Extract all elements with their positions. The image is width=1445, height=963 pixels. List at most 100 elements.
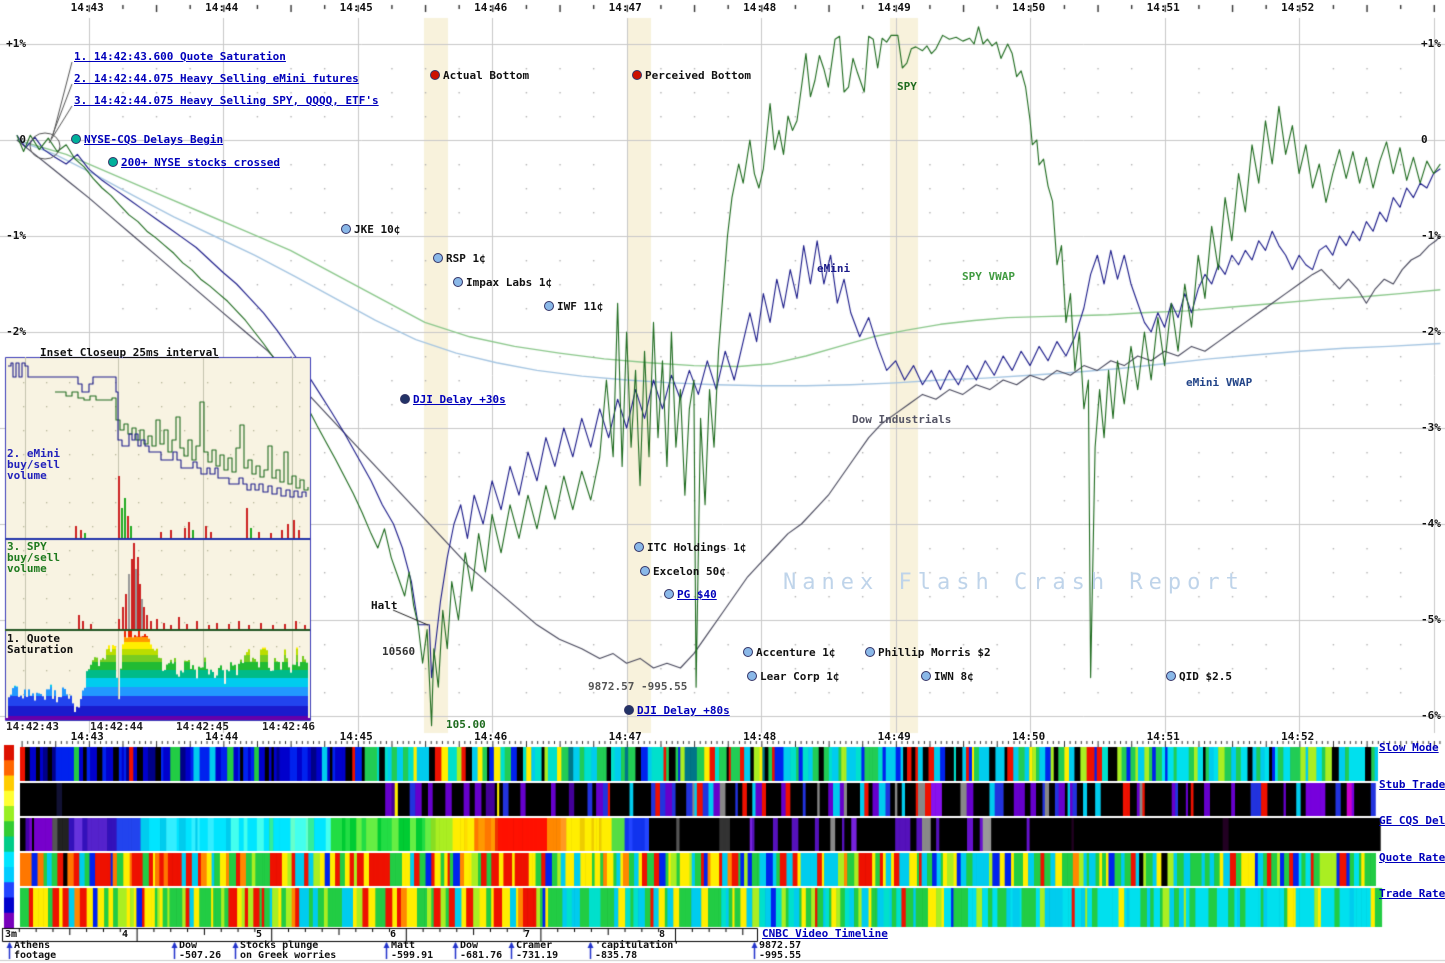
time-axis-label-top-text: 14:50 [1012, 1, 1046, 14]
time-axis-label-top-text: 14:45 [339, 1, 373, 14]
marker-dot-icon [743, 647, 753, 657]
marker-dot-icon [341, 224, 351, 234]
marker-nyse-cqs-delays[interactable]: NYSE-CQS Delays Begin [71, 134, 223, 145]
marker-perceived-bottom: Perceived Bottom [632, 70, 751, 81]
marker-impax-labs-text: Impax Labs 1¢ [466, 276, 553, 289]
callout-quote-saturation-text: 1. 14:42:43.600 Quote Saturation [74, 50, 286, 63]
label-dow-low: 9872.57 -995.55 [588, 681, 687, 692]
video-event-line1: Dow [179, 940, 198, 951]
marker-dot-icon [664, 589, 674, 599]
series-label-emini-vwap-text: eMini VWAP [1186, 376, 1253, 389]
video-event: Dow -507.26 [179, 941, 221, 960]
video-ruler-label: 6 [390, 929, 396, 940]
marker-nyse-stocks-crossed[interactable]: 200+ NYSE stocks crossed [108, 157, 280, 168]
percent-axis-label-left: -1% [2, 230, 26, 241]
time-axis-label-top: 14:46 [474, 2, 507, 13]
marker-qid: QID $2.5 [1166, 671, 1232, 682]
time-axis-label-bottom: 14:50 [1012, 731, 1045, 742]
time-axis-label-bottom-text: 14:43 [70, 730, 104, 743]
video-event-line2: on Greek worries [240, 949, 337, 961]
callout-heavy-selling-emini-text: 2. 14:42:44.075 Heavy Selling eMini futu… [74, 72, 359, 85]
heatmap-label-ge-cqs-delay[interactable]: GE CQS Delay [1379, 815, 1445, 826]
time-axis-label-bottom-text: 14:48 [743, 730, 777, 743]
marker-jke-text: JKE 10¢ [354, 223, 401, 236]
video-ruler-label-text: 3m [5, 929, 18, 940]
time-axis-label-bottom-text: 14:49 [877, 730, 911, 743]
marker-dji-delay-30s[interactable]: DJI Delay +30s [400, 394, 506, 405]
cnbc-video-timeline-label[interactable]: CNBC Video Timeline [762, 928, 888, 939]
marker-lear-corp: Lear Corp 1¢ [747, 671, 839, 682]
inset-label-emini-volume-text: 2. eMini buy/sell volume [7, 447, 60, 482]
heatmap-label-quote-rate[interactable]: Quote Rate [1379, 852, 1445, 863]
time-axis-label-bottom-text: 14:47 [608, 730, 642, 743]
time-axis-label-top: 14:47 [609, 2, 642, 13]
marker-qid-text: QID $2.5 [1179, 670, 1232, 683]
marker-dot-icon [453, 277, 463, 287]
marker-dot-icon [544, 301, 554, 311]
marker-dot-icon [640, 566, 650, 576]
inset-label-quote-saturation-text: 1. Quote Saturation [7, 632, 74, 656]
percent-axis-label-right: -2% [1421, 326, 1441, 337]
marker-iwf: IWF 11¢ [544, 301, 603, 312]
video-event-line2: -599.91 [391, 949, 434, 961]
series-label-spy-vwap: SPY VWAP [962, 271, 1015, 282]
percent-axis-label-right-text: -2% [1421, 325, 1441, 338]
time-axis-label-bottom: 14:45 [340, 731, 373, 742]
time-axis-label-bottom: 14:47 [609, 731, 642, 742]
marker-rsp: RSP 1¢ [433, 253, 486, 264]
percent-axis-label-left-text: 0 [19, 133, 26, 146]
label-dow-10560: 10560 [382, 646, 415, 657]
callout-heavy-selling-emini[interactable]: 2. 14:42:44.075 Heavy Selling eMini futu… [74, 73, 359, 84]
series-label-emini: eMini [817, 263, 850, 274]
heatmap-label-stub-trades[interactable]: Stub Trades [1379, 779, 1445, 790]
time-axis-label-bottom-text: 14:45 [339, 730, 373, 743]
percent-axis-label-right: -5% [1421, 614, 1441, 625]
inset-time-label-text: 14:42:43 [6, 720, 59, 733]
marker-dot-icon [433, 253, 443, 263]
video-event-line1: Matt [391, 940, 416, 951]
heatmap-label-trade-rate[interactable]: Trade Rate [1379, 888, 1445, 899]
time-axis-label-bottom-text: 14:46 [474, 730, 508, 743]
marker-dji-delay-80s[interactable]: DJI Delay +80s [624, 705, 730, 716]
marker-nyse-cqs-delays-text: NYSE-CQS Delays Begin [84, 133, 224, 146]
percent-axis-label-left: -2% [2, 326, 26, 337]
percent-axis-label-right-text: -3% [1421, 421, 1441, 434]
marker-iwf-text: IWF 11¢ [557, 300, 604, 313]
time-axis-label-top-text: 14:47 [608, 1, 642, 14]
time-axis-label-top: 14:51 [1147, 2, 1180, 13]
label-dow-low-text: 9872.57 -995.55 [588, 680, 688, 693]
marker-pg[interactable]: PG $40 [664, 589, 717, 600]
video-event-line1: Stocks plunge [240, 940, 319, 951]
video-event-line2: -507.26 [179, 949, 222, 961]
video-ruler-label: 8 [659, 929, 665, 940]
inset-time-label: 14:42:46 [262, 721, 315, 732]
time-axis-label-top: 14:50 [1012, 2, 1045, 13]
heatmap-label-ge-cqs-delay-text: GE CQS Delay [1379, 814, 1445, 827]
marker-itc-holdings: ITC Holdings 1¢ [634, 542, 746, 553]
percent-axis-label-right-text: -1% [1421, 229, 1441, 242]
time-axis-label-bottom-text: 14:51 [1146, 730, 1180, 743]
inset-time-label: 14:42:44 [90, 721, 143, 732]
percent-axis-label-right: -1% [1421, 230, 1441, 241]
marker-dot-icon [108, 157, 118, 167]
watermark: Nanex Flash Crash Report [783, 570, 1245, 595]
percent-axis-label-right-text: -5% [1421, 613, 1441, 626]
time-axis-label-bottom: 14:48 [743, 731, 776, 742]
percent-axis-label-left: +1% [2, 38, 26, 49]
video-event: Athens footage [14, 941, 56, 960]
time-axis-label-top-text: 14:51 [1146, 1, 1180, 14]
time-axis-label-top-text: 14:48 [743, 1, 777, 14]
marker-dot-icon [921, 671, 931, 681]
callout-heavy-selling-spy[interactable]: 3. 14:42:44.075 Heavy Selling SPY, QQQQ,… [74, 95, 379, 106]
percent-axis-label-right: -3% [1421, 422, 1441, 433]
marker-dot-icon [400, 394, 410, 404]
series-label-emini-text: eMini [817, 262, 851, 275]
heatmap-label-slow-mode[interactable]: Slow Mode [1379, 742, 1439, 753]
video-ruler-label: 4 [122, 929, 128, 940]
inset-label-quote-saturation: 1. Quote Saturation [7, 633, 73, 655]
marker-dji-delay-80s-text: DJI Delay +80s [637, 704, 730, 717]
label-spy-105: 105.00 [446, 719, 486, 730]
marker-excelon: Excelon 50¢ [640, 566, 726, 577]
callout-quote-saturation[interactable]: 1. 14:42:43.600 Quote Saturation [74, 51, 286, 62]
inset-time-label: 14:42:45 [176, 721, 229, 732]
